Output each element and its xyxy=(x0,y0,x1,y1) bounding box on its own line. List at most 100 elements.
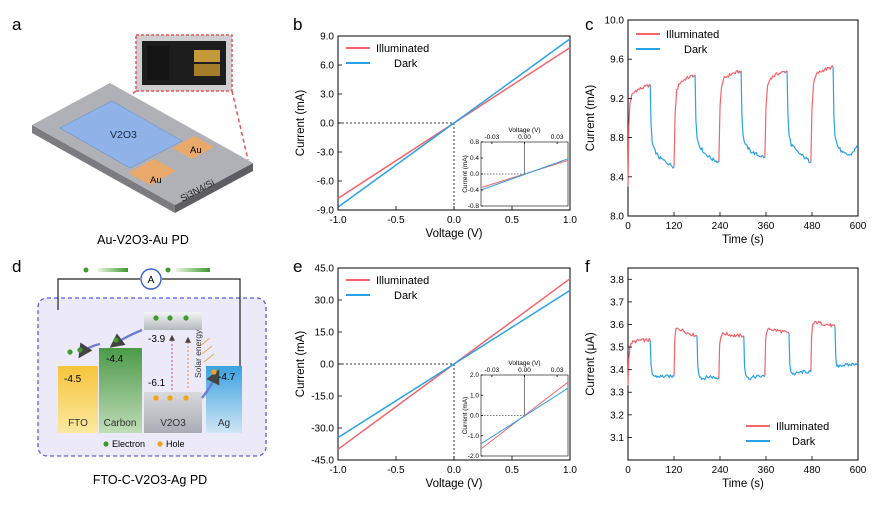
chart-c-ytick-label: 8.8 xyxy=(610,133,624,144)
circuit-wire-right xyxy=(162,278,241,366)
chart-f-ytick-label: 3.8 xyxy=(610,275,624,286)
chart-c-xtick-label: 240 xyxy=(712,221,729,232)
panel-label-d: d xyxy=(12,257,21,276)
chart-c-ytick-label: 9.2 xyxy=(610,94,624,105)
chart-f-ytick-label: 3.5 xyxy=(610,343,624,354)
legend-electron-dot xyxy=(103,441,109,447)
chart-f-series-illuminated xyxy=(810,320,836,372)
chart-f-xtick-label: 0 xyxy=(625,465,631,476)
chart-b-inset-ytick-label: 0.8 xyxy=(470,139,479,146)
electron-transfer-arrow xyxy=(109,328,143,348)
chart-b-inset-ylabel: Current (mA) xyxy=(462,155,469,193)
chart-b-ytick-label: 6.0 xyxy=(320,61,334,72)
ammeter-label: A xyxy=(148,275,155,286)
chart-b-inset-ytick-label: -0.8 xyxy=(468,203,480,210)
chart-e-xtick-label: -1.0 xyxy=(329,465,347,476)
chart-c-ytick-label: 8.0 xyxy=(610,212,624,223)
label-au-right: Au xyxy=(190,145,202,156)
device-photo-pad-right xyxy=(194,50,220,62)
chart-f-ytick-label: 3.6 xyxy=(610,320,624,331)
chart-e-xlabel: Voltage (V) xyxy=(426,478,483,490)
chart-e-inset-ytick-label: -1.0 xyxy=(468,433,480,440)
chart-c-legend-label: Illuminated xyxy=(666,29,719,41)
chart-b-inset-xtick-label: 0.00 xyxy=(518,134,531,141)
panel-label-c: c xyxy=(585,15,594,34)
fto-name: FTO xyxy=(68,418,88,429)
chart-b-ytick-label: -6.0 xyxy=(317,177,335,188)
chart-f-series-dark xyxy=(649,340,675,379)
chart-b-xtick-label: 1.0 xyxy=(563,215,577,226)
energy-diagram: A -4.5 -4.4 -3.9 -6.1 -4.7 FTO Carbon V2… xyxy=(37,267,267,457)
chart-b-xtick-label: -1.0 xyxy=(329,215,347,226)
chart-e-ytick-label: -30.0 xyxy=(311,424,334,435)
chart-c-series-illuminated xyxy=(627,84,651,187)
hole-dot xyxy=(183,395,189,401)
charts-layer: -1.0 -0.5 0.0 0.5 1.0 -9.0 -6.0 -3.0 0.0 3.0 6.0 9.… xyxy=(295,16,867,491)
chart-e-xtick-label: 1.0 xyxy=(563,465,577,476)
chart-b-series-dark xyxy=(337,38,571,208)
chart-c-ytick-label: 8.4 xyxy=(610,172,624,183)
chart-f-series-dark xyxy=(788,333,812,376)
chart-e-inset-series-dark xyxy=(480,387,569,445)
chart-e-xtick-label: -0.5 xyxy=(387,465,405,476)
chart-e-inset-xlabel: Voltage (V) xyxy=(508,360,540,367)
chart-b-ytick-label: 9.0 xyxy=(320,32,334,43)
chart-f-ytick-label: 3.3 xyxy=(610,388,624,399)
chart-f-series-dark xyxy=(696,335,719,381)
chart-f-ytick-label: 3.4 xyxy=(610,365,624,376)
chart-f-xlabel: Time (s) xyxy=(722,478,764,490)
chart-c-series-illuminated xyxy=(718,69,742,163)
au-electrode-right xyxy=(172,136,214,159)
chart-f-series-dark xyxy=(834,326,859,368)
chart-c-ytick-label: 9.6 xyxy=(610,55,624,66)
chart-e-ylabel: Current (mA) xyxy=(295,331,307,398)
chart-b-ylabel: Current (mA) xyxy=(295,90,307,157)
chart-e-xtick-label: 0.5 xyxy=(505,465,519,476)
chart-c-series-illuminated xyxy=(764,70,788,158)
chart-e: -1.0 -0.5 0.0 0.5 1.0 -45.0 -30.0 -15.0 0.0 15.0 3… xyxy=(295,264,577,491)
electron-dot xyxy=(153,315,159,321)
chart-e-ytick-label: 45.0 xyxy=(315,264,335,275)
chart-e-inset-xtick-label: 0.03 xyxy=(551,367,564,374)
solar-ray xyxy=(199,337,215,363)
chart-c-legend-label: Dark xyxy=(684,44,708,56)
chart-b-xtick-label: 0.0 xyxy=(447,215,461,226)
chart-b-ytick-label: 3.0 xyxy=(320,90,334,101)
v2o3-vb-level: -6.1 xyxy=(148,378,166,389)
legend-hole: Hole xyxy=(166,439,185,449)
chart-b-inset-ytick-label: 0.4 xyxy=(470,155,479,162)
chart-f-xtick-label: 480 xyxy=(804,465,821,476)
chart-e-xtick-label: 0.0 xyxy=(447,465,461,476)
chart-f-series-illuminated xyxy=(718,331,745,379)
substrate-side xyxy=(32,125,175,213)
caption-device-d: FTO-C-V2O3-Ag PD xyxy=(93,473,207,487)
v2o3-film xyxy=(59,100,183,169)
chart-c-xlabel: Time (s) xyxy=(722,234,764,246)
chart-c-plot-frame xyxy=(627,19,859,217)
chart-c-ytick-label: 10.0 xyxy=(605,16,625,27)
chart-b: -1.0 -0.5 0.0 0.5 1.0 -9.0 -6.0 -3.0 0.0 3.0 6.0 9.… xyxy=(295,32,577,241)
chart-b-inset-xtick-label: 0.03 xyxy=(551,134,564,141)
chart-b-inset-ytick-label: -0.4 xyxy=(468,187,480,194)
electron-transfer-arrow-2 xyxy=(78,342,101,359)
chart-c-series-dark xyxy=(694,74,720,164)
chart-e-inset-ylabel: Current (mA) xyxy=(462,397,469,435)
electron-flow-arrow-right xyxy=(176,268,210,272)
caption-device-a: Au-V2O3-Au PD xyxy=(97,233,189,247)
label-v2o3: V2O3 xyxy=(110,129,137,141)
chart-e-inset-xtick-label: -0.03 xyxy=(484,367,499,374)
panel-label-b: b xyxy=(293,15,302,34)
circuit-wire xyxy=(57,278,140,310)
chart-c-series-dark xyxy=(786,70,812,164)
electron-dot xyxy=(113,337,119,343)
chart-e-inset-ytick-label: 1.0 xyxy=(470,392,479,399)
chart-c-series-dark xyxy=(740,70,766,159)
label-au-left: Au xyxy=(150,175,162,186)
hole-dot xyxy=(167,395,173,401)
chart-e-inset-ytick-label: 2.0 xyxy=(470,372,479,379)
hole-dot xyxy=(211,369,217,375)
fto-layer xyxy=(58,366,98,433)
chart-f-series-illuminated xyxy=(627,337,651,386)
chart-e-ytick-label: 0.0 xyxy=(320,360,334,371)
